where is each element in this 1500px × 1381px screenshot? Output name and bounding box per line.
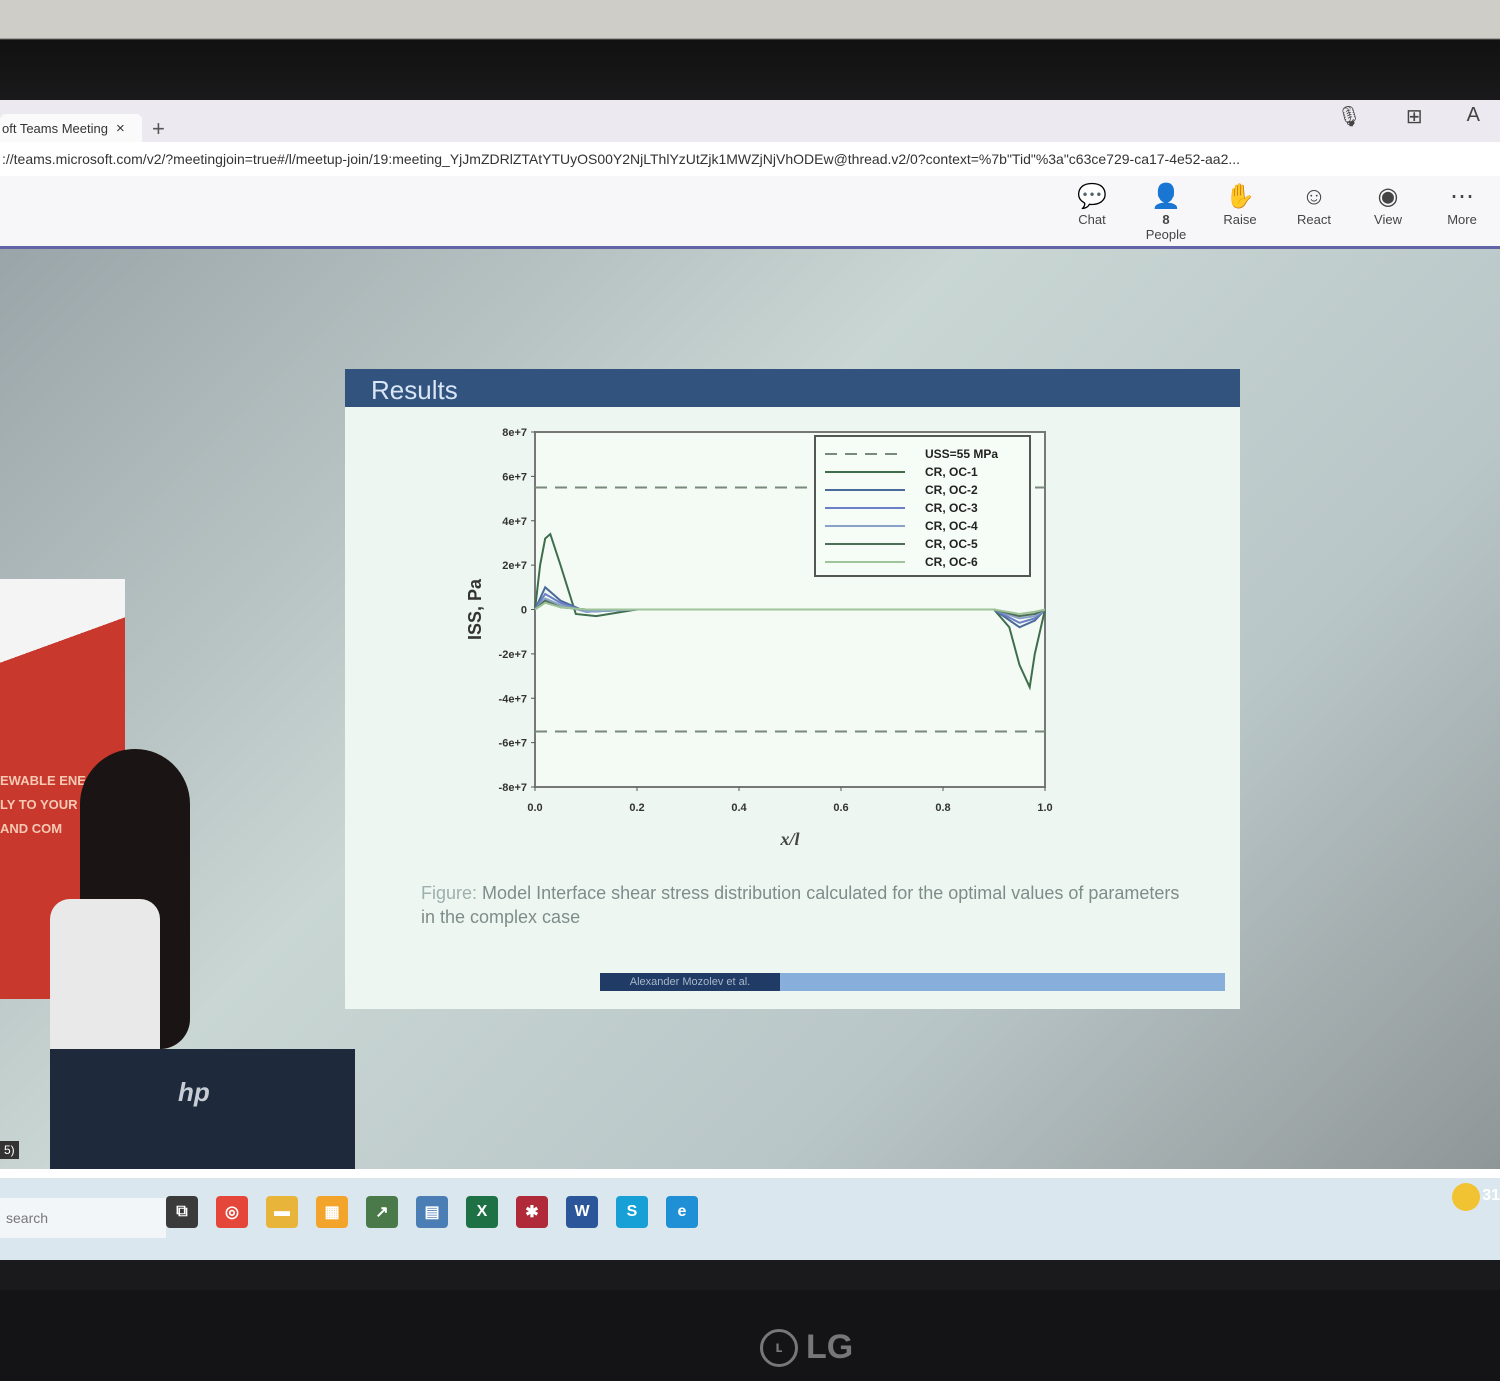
- skype-icon[interactable]: S: [616, 1196, 648, 1228]
- y-tick-label: -6e+7: [499, 738, 527, 750]
- y-tick-label: 2e+7: [502, 560, 527, 572]
- people-icon: 👤: [1151, 183, 1181, 210]
- x-tick-label: 1.0: [1037, 802, 1052, 814]
- screen: oft Teams Meeting | M × + ://teams.micro…: [0, 100, 1500, 1260]
- new-tab-button[interactable]: +: [152, 116, 165, 141]
- weather-temp: 31: [1482, 1187, 1500, 1204]
- x-axis-label: x/l: [779, 829, 799, 849]
- word-icon[interactable]: W: [566, 1196, 598, 1228]
- legend-label: CR, OC-2: [925, 483, 978, 497]
- toolbar-label: Chat: [1078, 212, 1106, 227]
- toolbar-label: Raise: [1223, 212, 1257, 227]
- x-tick-label: 0.4: [731, 802, 747, 814]
- browser-tab-bar: oft Teams Meeting | M × +: [0, 100, 1500, 142]
- legend-label: USS=55 MPa: [925, 447, 998, 461]
- calculator-icon[interactable]: ▤: [416, 1196, 448, 1228]
- toolbar-chat-button[interactable]: 💬 Chat: [1064, 176, 1120, 242]
- x-tick-label: 0.0: [527, 802, 542, 814]
- laptop: [50, 1049, 355, 1169]
- monitor-bezel-top: [0, 0, 1500, 110]
- file-explorer-icon[interactable]: ▬: [266, 1196, 298, 1228]
- y-tick-label: 6e+7: [502, 471, 527, 483]
- language-icon[interactable]: ✱: [516, 1196, 548, 1228]
- y-tick-label: 8e+7: [502, 427, 527, 439]
- y-tick-label: 4e+7: [502, 516, 527, 528]
- chrome-icon[interactable]: ◎: [216, 1196, 248, 1228]
- legend-box: [814, 435, 1031, 577]
- address-bar-icons: 🎙 ⊞ A: [1337, 104, 1481, 129]
- url-text: ://teams.microsoft.com/v2/?meetingjoin=t…: [2, 151, 1241, 167]
- edge-icon[interactable]: e: [666, 1196, 698, 1228]
- iss-chart: 8e+7 6e+7 4e+7 2e+7 0 -2e+7 -4e+7 -6e+7 -8e+70.0…: [465, 427, 1053, 849]
- series-line-1: [534, 532, 1046, 691]
- read-aloud-icon[interactable]: A: [1466, 104, 1480, 126]
- chart-app-icon[interactable]: ↗: [366, 1196, 398, 1228]
- x-tick-label: 0.8: [935, 802, 950, 814]
- chat-icon: 💬: [1077, 183, 1107, 210]
- caption-label: Figure:: [421, 883, 478, 903]
- excel-icon[interactable]: X: [466, 1196, 498, 1228]
- people-count: 8: [1162, 212, 1170, 227]
- store-icon[interactable]: ▦: [316, 1196, 348, 1228]
- legend-label: CR, OC-1: [925, 465, 978, 479]
- corner-badge: 5): [0, 1141, 19, 1159]
- toolbar-items: 💬 Chat 👤 8 People ✋ Raise ☺ React ◉ View ⋯ More: [1064, 176, 1490, 242]
- lg-circle-icon: ʟ: [760, 1328, 798, 1367]
- x-tick-label: 0.6: [833, 802, 848, 814]
- y-tick-label: -4e+7: [499, 693, 527, 705]
- tab-title: oft Teams Meeting | M: [2, 120, 110, 136]
- caption-text: Model Interface shear stress distributio…: [421, 883, 1180, 927]
- toolbar-people-button[interactable]: 👤 8 People: [1138, 176, 1194, 242]
- y-tick-label: 0: [521, 605, 527, 617]
- toolbar-label: People: [1145, 227, 1187, 242]
- close-tab-icon[interactable]: ×: [116, 119, 125, 137]
- task-view-icon[interactable]: ⧉: [166, 1196, 198, 1228]
- teams-meeting-toolbar: 💬 Chat 👤 8 People ✋ Raise ☺ React ◉ View ⋯ More: [0, 176, 1500, 249]
- lg-logo: ʟ LG: [760, 1328, 853, 1367]
- slide-title: Results: [371, 375, 458, 405]
- legend-label: CR, OC-3: [925, 501, 978, 515]
- y-tick-label: -8e+7: [499, 782, 527, 794]
- search-box[interactable]: search: [0, 1198, 166, 1238]
- microphone-icon[interactable]: 🎙: [1336, 106, 1362, 128]
- slide-caption: Figure: Model Interface shear stress dis…: [421, 881, 1181, 929]
- slide-footer-bar: [780, 973, 1225, 991]
- banner-text: EWABLE ENE LY TO YOUR AND COM: [0, 773, 86, 836]
- toolbar-label: More: [1447, 212, 1477, 227]
- presenter: [50, 749, 220, 1079]
- legend-label: CR, OC-5: [925, 537, 978, 551]
- hand-icon: ✋: [1225, 183, 1255, 210]
- toolbar-raise-button[interactable]: ✋ Raise: [1212, 176, 1268, 242]
- legend-label: CR, OC-6: [925, 555, 978, 569]
- video-stage: EWABLE ENE LY TO YOUR AND COM hp 5) Resu…: [0, 249, 1500, 1169]
- monitor-bezel-bottom: [0, 1290, 1500, 1381]
- more-icon: ⋯: [1450, 183, 1474, 210]
- toolbar-label: View: [1374, 212, 1402, 227]
- smile-icon: ☺: [1301, 183, 1327, 210]
- weather-icon[interactable]: [1452, 1183, 1480, 1211]
- address-bar[interactable]: ://teams.microsoft.com/v2/?meetingjoin=t…: [0, 104, 1500, 176]
- y-tick-label: -2e+7: [499, 649, 527, 661]
- slide-header: Results: [345, 369, 1240, 407]
- toolbar-react-button[interactable]: ☺ React: [1286, 176, 1342, 242]
- legend-label: CR, OC-4: [925, 519, 978, 533]
- projected-slide: Results 8e+7 6e+7 4e+7 2e+7 0 -2e+7 -4e+7 -6e+7…: [345, 369, 1240, 1009]
- slide-footer: Alexander Mozolev et al.: [600, 973, 780, 991]
- grid-icon[interactable]: ⊞: [1405, 106, 1423, 128]
- hp-logo: hp: [178, 1077, 210, 1107]
- x-tick-label: 0.2: [629, 802, 644, 814]
- browser-tab[interactable]: oft Teams Meeting | M ×: [0, 114, 142, 142]
- y-axis-label: ISS, Pa: [465, 578, 485, 640]
- view-icon: ◉: [1377, 183, 1399, 210]
- toolbar-label: React: [1297, 212, 1331, 227]
- series-line-6: [534, 601, 1046, 615]
- toolbar-view-button[interactable]: ◉ View: [1360, 176, 1416, 242]
- toolbar-more-button[interactable]: ⋯ More: [1434, 176, 1490, 242]
